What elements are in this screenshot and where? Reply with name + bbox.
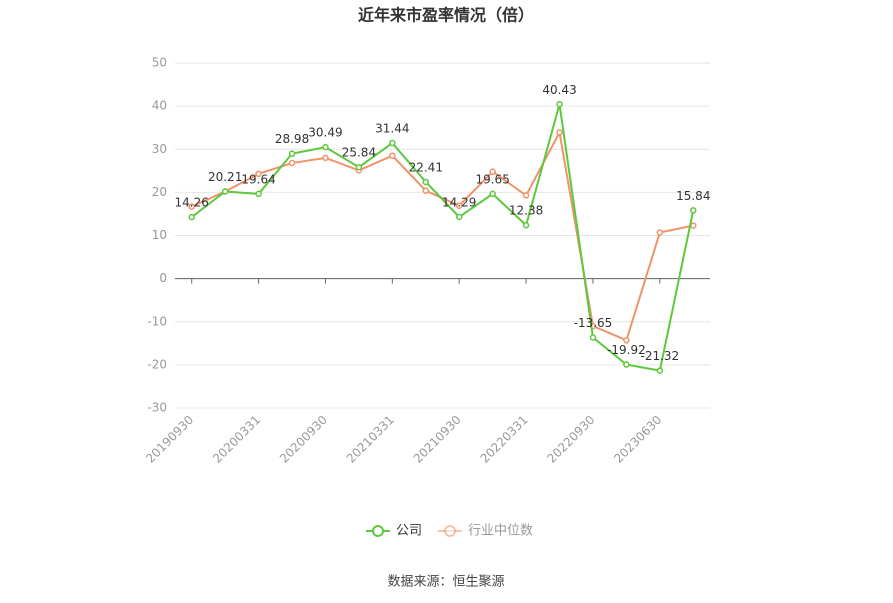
y-tick-label: 40	[152, 99, 167, 113]
x-tick-label: 20210331	[344, 413, 397, 466]
y-tick-label: 10	[152, 228, 167, 242]
data-point	[556, 101, 563, 108]
x-tick-label: 20230630	[611, 413, 664, 466]
x-tick-label: 20200331	[210, 413, 263, 466]
x-tick-label: 20220331	[478, 413, 531, 466]
x-tick-label: 20210930	[411, 413, 464, 466]
data-label: 22.41	[409, 160, 443, 174]
data-label: -19.92	[607, 343, 646, 357]
y-tick-label: -30	[147, 401, 167, 415]
data-label: 28.98	[275, 132, 309, 146]
data-label: 31.44	[375, 122, 409, 136]
data-point	[389, 139, 396, 147]
data-point	[623, 337, 630, 344]
data-point	[389, 152, 396, 159]
data-point	[355, 163, 363, 171]
y-tick-label: -10	[147, 314, 167, 328]
data-point	[422, 178, 430, 186]
data-point	[322, 154, 329, 162]
data-point	[422, 187, 430, 194]
data-point	[288, 150, 296, 157]
legend-label: 公司	[396, 524, 422, 539]
legend-marker	[444, 525, 457, 537]
data-point	[556, 129, 563, 136]
data-point	[656, 229, 664, 236]
data-point	[221, 188, 229, 195]
data-label: 40.43	[542, 83, 576, 97]
data-point	[690, 207, 697, 214]
data-label: 19.65	[475, 172, 509, 186]
data-point	[489, 190, 496, 198]
data-label: 15.84	[676, 189, 710, 203]
data-point	[489, 168, 496, 175]
data-point	[288, 159, 296, 167]
data-point	[690, 222, 697, 229]
legend-marker	[372, 525, 384, 537]
series-line	[191, 104, 695, 372]
source-note: 数据来源：恒生聚源	[387, 575, 504, 590]
y-tick-label: 20	[152, 185, 167, 199]
chart-title: 近年来市盈率情况（倍）	[358, 6, 534, 25]
data-label: -21.32	[641, 349, 680, 363]
data-label: 25.84	[342, 146, 376, 160]
data-label: 12.38	[509, 204, 543, 218]
data-point	[656, 367, 664, 374]
data-point	[188, 213, 195, 221]
data-label: -13.65	[574, 316, 613, 330]
data-point	[522, 221, 530, 229]
data-point	[623, 361, 630, 368]
y-tick-label: 50	[152, 56, 167, 70]
data-point	[455, 213, 463, 221]
y-tick-label: 30	[152, 142, 167, 156]
data-point	[455, 202, 463, 209]
x-tick-label: 20200930	[277, 413, 330, 466]
data-point	[255, 170, 262, 178]
y-tick-label: -20	[147, 357, 167, 371]
data-point	[188, 203, 195, 210]
data-point	[522, 192, 530, 199]
legend-label: 行业中位数	[468, 524, 533, 539]
data-label: 14.29	[442, 195, 476, 209]
data-label: 30.49	[308, 126, 342, 140]
y-tick-label: 0	[159, 271, 167, 285]
data-label: 14.26	[175, 196, 209, 210]
data-label: 20.21	[208, 170, 242, 184]
data-point	[322, 143, 329, 151]
x-tick-label: 20190930	[143, 413, 196, 466]
x-tick-label: 20220930	[544, 413, 597, 466]
data-label: 19.64	[241, 172, 275, 186]
data-point	[589, 334, 597, 341]
data-point	[255, 190, 262, 198]
